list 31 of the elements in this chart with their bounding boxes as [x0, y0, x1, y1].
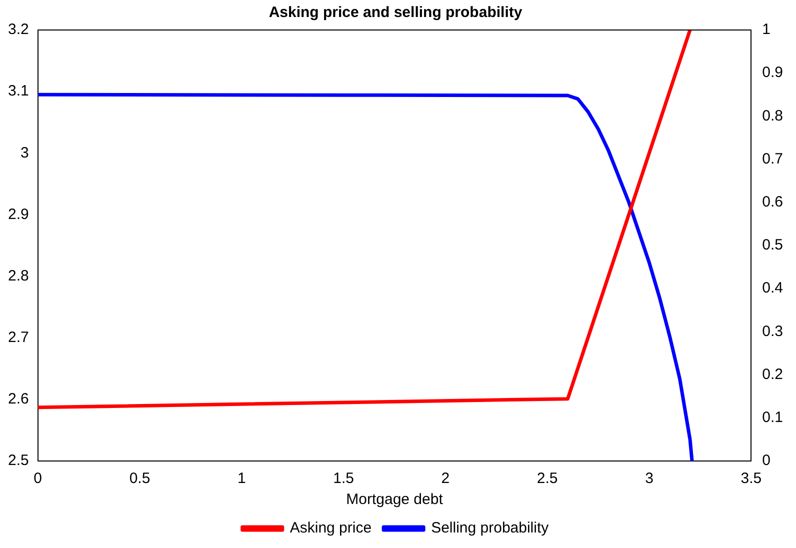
y2-tick-label: 0 [762, 452, 770, 470]
x-tick-label: 2.5 [536, 470, 558, 488]
y2-tick-label: 1 [762, 21, 770, 38]
y-tick-label: 3.2 [8, 21, 29, 38]
y2-tick-label: 0.9 [762, 64, 784, 82]
y2-tick-label: 0.1 [762, 409, 784, 426]
x-tick-label: 1 [237, 470, 246, 488]
y2-tick-label: 0.5 [762, 236, 784, 254]
x-tick-label: 3.5 [740, 470, 762, 488]
x-axis-title: Mortgage debt [346, 491, 444, 508]
y-tick-label: 2.7 [8, 329, 29, 346]
x-tick-label: 0.5 [129, 470, 150, 488]
y2-tick-label: 0.6 [762, 194, 784, 211]
y-tick-label: 2.8 [8, 267, 29, 284]
y-tick-label: 2.9 [8, 206, 29, 223]
y2-tick-label: 0.4 [762, 280, 784, 297]
y2-tick-label: 0.7 [762, 150, 784, 168]
x-tick-label: 1.5 [333, 470, 354, 488]
legend-label: Asking price [290, 520, 372, 537]
x-tick-label: 0 [34, 470, 42, 488]
y2-tick-label: 0.2 [762, 366, 784, 383]
legend-label: Selling probability [431, 520, 550, 537]
y-tick-label: 2.6 [8, 390, 29, 408]
y-tick-label: 3 [20, 144, 29, 162]
y2-tick-label: 0.8 [762, 107, 784, 124]
x-tick-label: 3 [645, 470, 654, 488]
x-tick-label: 2 [441, 470, 450, 488]
y2-tick-label: 0.3 [762, 322, 784, 340]
chart-title: Asking price and selling probability [268, 4, 523, 22]
y-tick-label: 3.1 [8, 82, 29, 100]
y-tick-label: 2.5 [8, 452, 29, 470]
